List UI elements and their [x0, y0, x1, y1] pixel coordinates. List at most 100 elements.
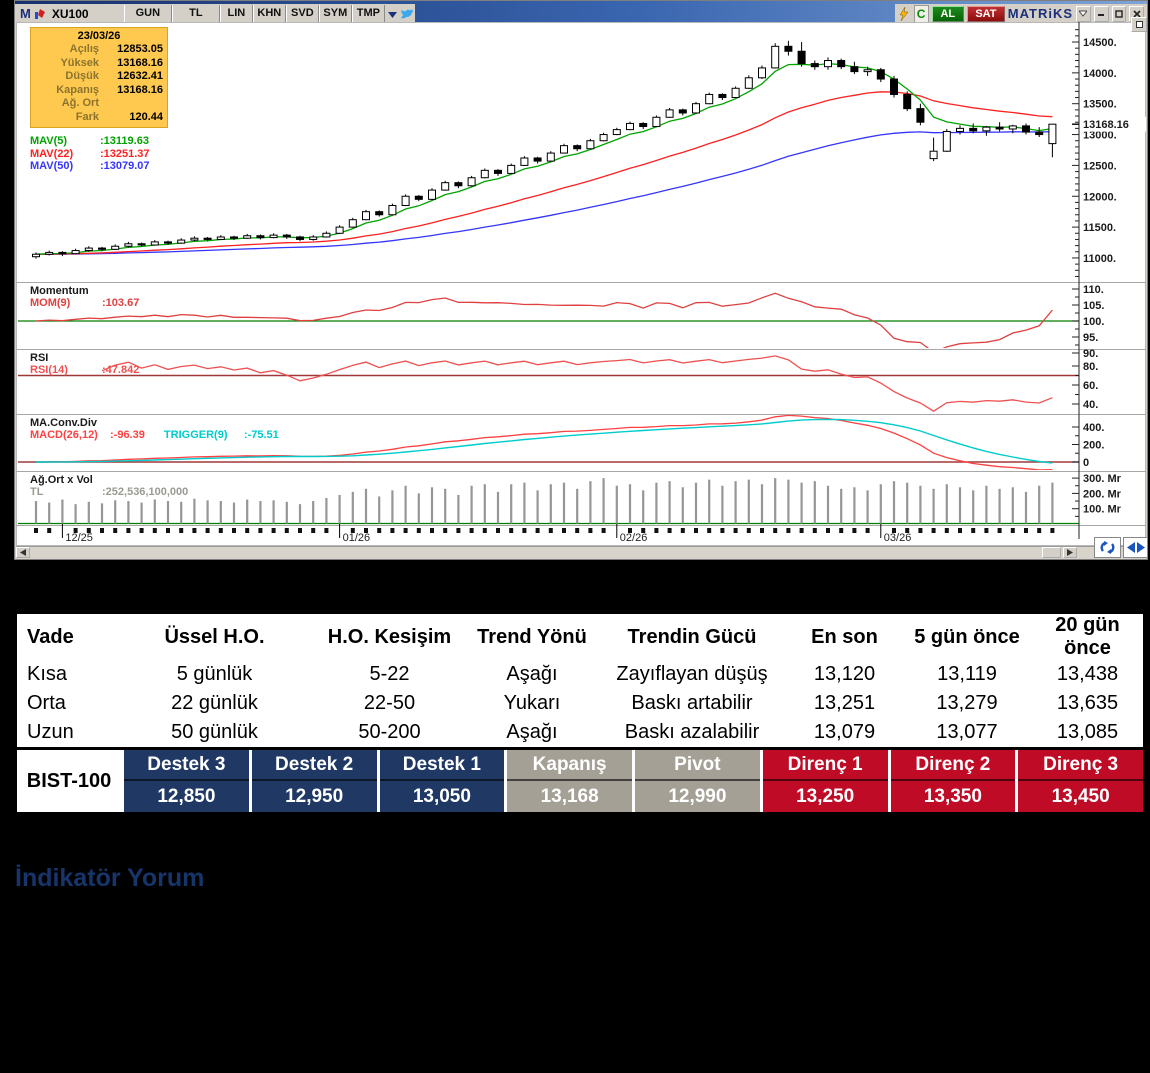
- trend-table-header-row: Vade Üssel H.O. H.O. Kesişim Trend Yönü Tren…: [17, 614, 1143, 660]
- dropdown-arrow-icon[interactable]: [387, 5, 397, 23]
- trend-cell: 13,079: [813, 721, 876, 743]
- refresh-button[interactable]: [1094, 537, 1121, 558]
- trend-cell: 13,119: [937, 663, 997, 685]
- trend-col-header: 5 gün önce: [914, 625, 1020, 648]
- mav-legend: MAV(5):13119.63 MAV(22):13251.37 MAV(50):1…: [30, 135, 150, 173]
- chart-corner-button[interactable]: [1131, 17, 1147, 32]
- info-row: Düşük 12632.41: [65, 70, 163, 82]
- svg-text:90.: 90.: [1083, 348, 1098, 360]
- trend-col-header: H.O. Kesişim: [327, 625, 452, 648]
- al-button[interactable]: AL: [931, 5, 965, 22]
- last-price-label: 13168.16: [1072, 116, 1146, 132]
- mav-legend-row: MAV(5):13119.63: [30, 135, 149, 147]
- chart-area[interactable]: 11000. 11500. 12000. 12500. 13000. 13500. 1400…: [16, 22, 1146, 546]
- svg-text:100. Mr: 100. Mr: [1083, 504, 1122, 516]
- toolbar-buttons: GUN TL LIN KHN SVD SYM TMP: [123, 5, 385, 22]
- minimize-button[interactable]: [1093, 5, 1109, 22]
- trend-analysis-section: Vade Üssel H.O. H.O. Kesişim Trend Yönü Tren…: [15, 607, 1145, 818]
- sat-button[interactable]: SAT: [967, 5, 1005, 22]
- trend-col-header: En son: [811, 625, 878, 648]
- mav-legend-row: MAV(22):13251.37: [30, 147, 150, 160]
- trend-cell: 13,077: [936, 721, 998, 743]
- scroll-right-arrow[interactable]: [1063, 547, 1077, 558]
- trend-cell: 13,635: [1056, 692, 1119, 714]
- svg-text:110.: 110.: [1083, 284, 1104, 296]
- toolbar-button-svd[interactable]: SVD: [285, 5, 319, 22]
- mav-legend-row: MAV(50):13079.07: [30, 160, 150, 172]
- toolbar-button-gun[interactable]: GUN: [123, 5, 172, 22]
- toolbar-button-tl[interactable]: TL: [171, 5, 220, 22]
- titlebar-right: C AL SAT MATRiKS: [895, 4, 1147, 23]
- titlebar-toolbar: M XU100 GUN TL LIN KHN SVD SYM TMP: [15, 4, 415, 23]
- svg-text:02/26: 02/26: [620, 532, 648, 544]
- ma22-line: [35, 91, 1053, 255]
- rollup-button[interactable]: [1076, 5, 1091, 22]
- svg-text:13000.: 13000.: [1083, 130, 1117, 142]
- ma50-line: [36, 131, 1053, 255]
- momentum-panel-label: Momentum MOM(9):103.67: [30, 285, 140, 309]
- svg-text:13500.: 13500.: [1083, 99, 1117, 111]
- svg-text:11500.: 11500.: [1083, 222, 1116, 234]
- candles-layer: [32, 40, 1057, 259]
- toolbar-button-sym[interactable]: SYM: [318, 5, 352, 22]
- toolbar-button-tmp[interactable]: TMP: [351, 5, 385, 22]
- trend-table-wrap: Vade Üssel H.O. H.O. Kesişim Trend Yönü Tren…: [15, 607, 1145, 750]
- rsi-line: [101, 355, 1053, 412]
- pivot-cell-3: Destek 1 13,050: [379, 750, 505, 812]
- svg-text:60.: 60.: [1083, 380, 1098, 392]
- trend-col-header: Trend Yönü: [477, 625, 587, 648]
- time-axis: 12/25 01/26 02/26 03/26: [34, 524, 1055, 544]
- pivot-cell-6: Direnç 1 13,250: [762, 750, 888, 812]
- trend-cell: 13,251: [813, 692, 876, 714]
- svg-text:11000.: 11000.: [1083, 253, 1116, 265]
- svg-text:01/26: 01/26: [343, 532, 371, 544]
- table-row: Kısa 5 günlük 5-22 Aşağı Zayıflayan düşüş 13,…: [17, 660, 1143, 689]
- trend-cell: 13,085: [1056, 721, 1119, 743]
- info-row: Fark 120.44: [75, 110, 163, 123]
- svg-text:95.: 95.: [1083, 332, 1098, 344]
- scroll-thumb[interactable]: [1042, 547, 1061, 558]
- svg-text:200. Mr: 200. Mr: [1083, 488, 1122, 500]
- info-row: Yüksek 13168.16: [60, 56, 163, 69]
- trend-cell: 5-22: [369, 663, 410, 685]
- trigger-line: [36, 418, 1053, 464]
- twitter-icon[interactable]: [400, 6, 415, 22]
- pivot-symbol-cell: BIST-100: [17, 750, 121, 812]
- chart-icon: [33, 6, 48, 22]
- trend-cell: Uzun: [27, 721, 74, 743]
- momentum-line: [35, 292, 1053, 348]
- toolbar-button-khn[interactable]: KHN: [252, 5, 286, 22]
- trend-cell: 22 günlük: [171, 692, 258, 714]
- rsi-panel-label: RSI RSI(14):47.842: [30, 352, 140, 376]
- pivot-cell-7: Direnç 2 13,350: [890, 750, 1016, 812]
- trend-col-header: 20 gün önce: [1055, 614, 1120, 659]
- svg-text:14500.: 14500.: [1083, 37, 1117, 49]
- horizontal-scrollbar[interactable]: [16, 546, 1146, 559]
- trend-col-header: Vade: [27, 625, 74, 648]
- volume-panel-label: Ağ.Ort x Vol TL:252,536,100,000: [30, 474, 189, 498]
- trend-cell: 13,120: [813, 663, 876, 685]
- trend-cell: Zayıflayan düşüş: [616, 663, 768, 685]
- info-row: Kapanış 13168.16: [56, 83, 163, 96]
- matriks-m-logo: M: [20, 6, 31, 21]
- trend-col-header: Üssel H.O.: [164, 625, 265, 648]
- trend-cell: 13,279: [936, 692, 998, 714]
- refresh-c-icon[interactable]: C: [913, 4, 929, 23]
- trend-cell: 50 günlük: [171, 721, 258, 743]
- restore-button[interactable]: [1111, 5, 1127, 22]
- pivot-cell-5: Pivot 12,990: [635, 750, 760, 812]
- trend-cell: Aşağı: [506, 663, 558, 685]
- trend-cell: Baskı azalabilir: [624, 721, 760, 743]
- svg-text:14000.: 14000.: [1083, 68, 1117, 80]
- pivot-cell-1: Destek 3 12,850: [124, 750, 249, 812]
- nav-arrows-button[interactable]: [1123, 537, 1148, 558]
- trend-cell: Kısa: [27, 663, 68, 685]
- toolbar-button-lin[interactable]: LIN: [219, 5, 253, 22]
- scroll-left-arrow[interactable]: [16, 547, 30, 558]
- symbol-input[interactable]: XU100: [51, 6, 89, 21]
- svg-text:400.: 400.: [1083, 422, 1104, 434]
- svg-text:03/26: 03/26: [884, 532, 912, 544]
- macd-panel-label: MA.Conv.Div MACD(26,12):-96.39 TRIGGER(9…: [30, 417, 279, 441]
- lightning-icon[interactable]: [898, 6, 911, 22]
